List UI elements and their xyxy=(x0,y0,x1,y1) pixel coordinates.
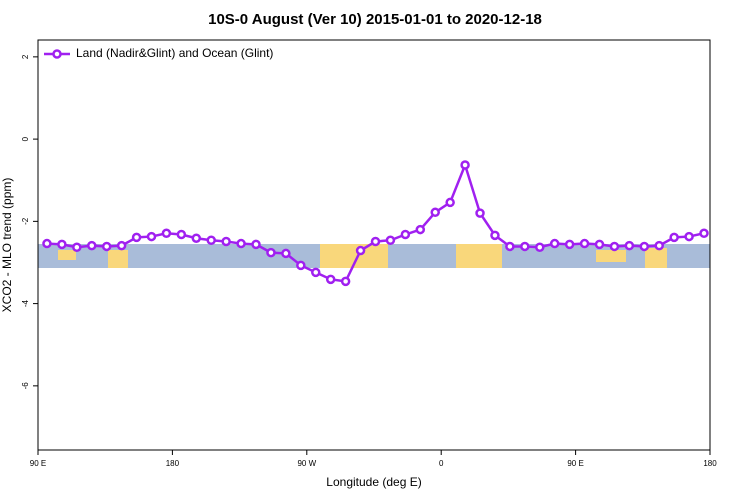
point xyxy=(639,241,650,252)
point xyxy=(549,238,560,249)
point xyxy=(340,276,351,287)
map-strip xyxy=(38,244,710,268)
point xyxy=(311,267,321,278)
point xyxy=(87,240,97,251)
land-patch xyxy=(108,250,128,268)
point xyxy=(505,241,515,252)
point xyxy=(699,228,709,239)
x-tick-label: 90 E xyxy=(30,459,46,468)
land-patch xyxy=(456,244,502,268)
x-tick-label: 0 xyxy=(439,459,444,468)
point xyxy=(296,260,306,271)
point xyxy=(370,236,381,247)
chart-title: 10S-0 August (Ver 10) 2015-01-01 to 2020… xyxy=(208,11,542,28)
point xyxy=(236,238,246,249)
x-tick-label: 90 W xyxy=(297,459,316,468)
point xyxy=(579,238,590,249)
point xyxy=(594,239,605,250)
point xyxy=(475,208,485,218)
point xyxy=(57,239,67,250)
y-tick-label: -6 xyxy=(21,382,30,390)
y-axis-label: XCO2 - MLO trend (ppm) xyxy=(0,178,14,313)
y-tick-label: -2 xyxy=(21,217,30,225)
point xyxy=(654,240,664,251)
point xyxy=(609,241,620,252)
point xyxy=(430,207,440,218)
land-patch xyxy=(596,250,626,262)
point xyxy=(355,245,366,256)
point xyxy=(146,231,157,242)
x-tick-label: 180 xyxy=(166,459,180,468)
land-patch xyxy=(58,250,76,260)
y-tick-label: 2 xyxy=(21,54,30,59)
x-tick-label: 180 xyxy=(703,459,717,468)
point xyxy=(161,228,172,239)
point xyxy=(251,239,261,250)
x-axis-label: Longitude (deg E) xyxy=(326,475,421,489)
point xyxy=(72,242,82,253)
land-patch xyxy=(645,248,667,268)
point xyxy=(116,240,127,251)
point xyxy=(176,229,187,240)
point xyxy=(400,229,411,240)
point xyxy=(42,238,52,249)
point xyxy=(669,232,679,243)
point xyxy=(131,232,142,243)
point xyxy=(266,247,276,258)
point xyxy=(325,274,336,285)
point xyxy=(490,230,500,241)
x-tick-label: 90 E xyxy=(567,459,583,468)
point xyxy=(206,235,216,246)
point xyxy=(624,240,635,251)
point xyxy=(385,235,396,246)
point xyxy=(221,236,231,247)
legend-marker xyxy=(52,49,62,59)
point xyxy=(191,233,202,243)
legend-label: Land (Nadir&Glint) and Ocean (Glint) xyxy=(76,46,273,60)
point xyxy=(415,224,426,235)
point xyxy=(101,241,112,252)
y-tick-label: -4 xyxy=(21,299,30,307)
point xyxy=(564,239,575,250)
plot-frame xyxy=(37,39,711,451)
y-tick-label: 0 xyxy=(21,136,30,141)
point xyxy=(535,242,545,253)
point xyxy=(520,241,530,252)
point xyxy=(684,231,694,242)
point xyxy=(460,160,470,170)
point xyxy=(281,248,291,259)
point xyxy=(445,197,455,208)
